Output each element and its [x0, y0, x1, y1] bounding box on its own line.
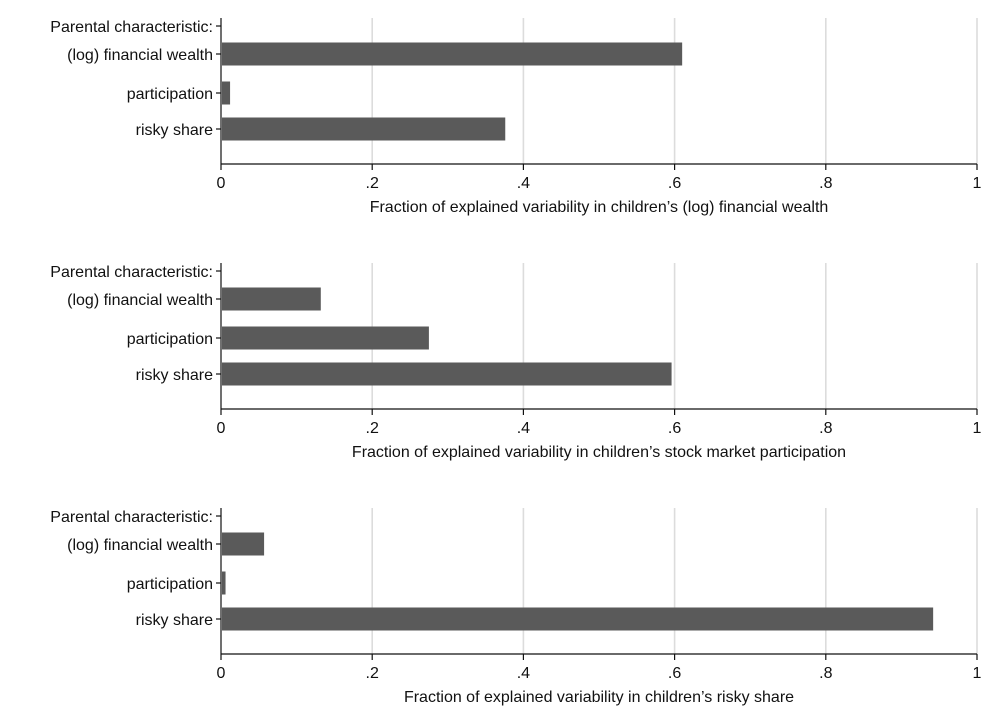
- category-label: risky share: [136, 612, 213, 629]
- x-tick-label: .6: [668, 175, 681, 192]
- bar: [222, 117, 506, 141]
- bar: [222, 571, 226, 595]
- x-tick-label: .4: [517, 665, 530, 682]
- chart-panel-1: Parental characteristic: (log) financial …: [50, 18, 982, 216]
- category-label: participation: [127, 331, 213, 348]
- category-label: risky share: [136, 367, 213, 384]
- x-tick-label: .8: [819, 420, 832, 437]
- group-label: Parental characteristic:: [50, 264, 213, 281]
- category-label: participation: [127, 86, 213, 103]
- x-tick-label: 1: [973, 665, 982, 682]
- bar: [222, 326, 429, 350]
- x-axis-title: Fraction of explained variability in chi…: [370, 199, 829, 216]
- group-label: Parental characteristic:: [50, 509, 213, 526]
- chart-panel-2: Parental characteristic: (log) financial …: [50, 263, 982, 461]
- bar: [222, 362, 672, 386]
- x-tick-label: .2: [366, 665, 379, 682]
- group-label: Parental characteristic:: [50, 19, 213, 36]
- x-tick-label: 1: [973, 175, 982, 192]
- x-tick-label: .6: [668, 420, 681, 437]
- x-tick-label: .8: [819, 175, 832, 192]
- x-tick-label: .4: [517, 175, 530, 192]
- x-tick-label: 0: [217, 175, 226, 192]
- x-tick-label: .8: [819, 665, 832, 682]
- x-tick-label: .4: [517, 420, 530, 437]
- x-tick-label: 1: [973, 420, 982, 437]
- x-tick-label: 0: [217, 665, 226, 682]
- x-tick-label: .2: [366, 175, 379, 192]
- bar: [222, 81, 231, 105]
- category-label: (log) financial wealth: [67, 537, 213, 554]
- bar: [222, 287, 321, 311]
- category-label: participation: [127, 576, 213, 593]
- bar: [222, 607, 934, 631]
- x-tick-label: 0: [217, 420, 226, 437]
- category-label: (log) financial wealth: [67, 47, 213, 64]
- chart-panel-3: Parental characteristic: (log) financial …: [50, 508, 982, 706]
- x-tick-label: .2: [366, 420, 379, 437]
- bar: [222, 532, 265, 556]
- x-axis-title: Fraction of explained variability in chi…: [352, 444, 846, 461]
- x-axis-title: Fraction of explained variability in chi…: [404, 689, 794, 706]
- category-label: risky share: [136, 122, 213, 139]
- category-label: (log) financial wealth: [67, 292, 213, 309]
- x-tick-label: .6: [668, 665, 681, 682]
- bar: [222, 42, 683, 66]
